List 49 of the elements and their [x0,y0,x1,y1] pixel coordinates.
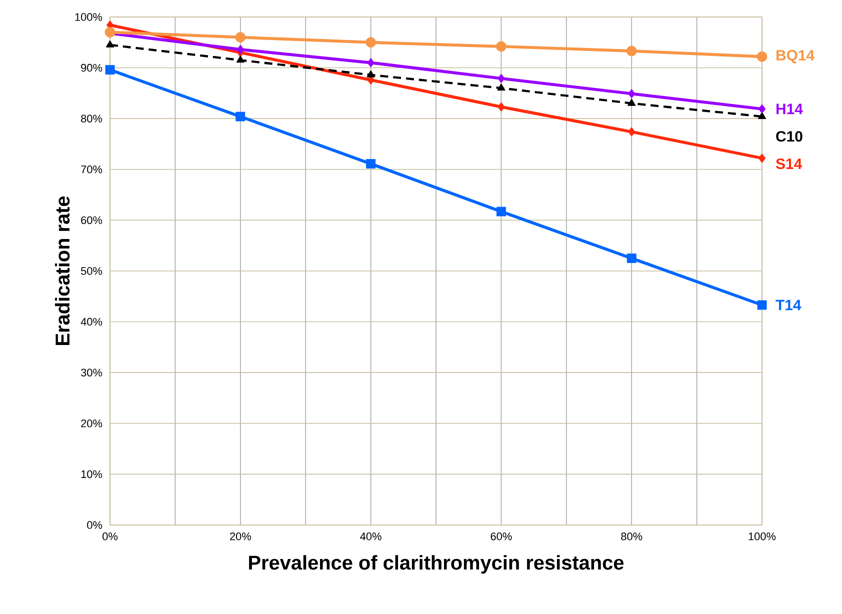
y-tick-label: 100% [75,13,102,21]
x-tick-label: 20% [230,532,251,540]
point [498,102,505,112]
y-tick-label: 50% [80,267,102,275]
point [758,112,766,120]
x-tick-label: 40% [360,532,382,540]
y-tick-label: 0% [87,521,102,529]
point [366,70,375,78]
point [758,104,766,114]
y-tick-label: 80% [81,114,102,122]
y-tick-label: 30% [80,368,102,376]
series-label: S14 [776,158,802,170]
point [497,83,506,91]
point [758,153,766,163]
y-tick-label: 40% [80,318,102,326]
x-tick-label: 100% [748,532,776,540]
y-tick-label: 10% [81,470,102,478]
y-tick-label: 70% [81,166,102,174]
point [626,254,636,264]
point [496,206,506,216]
point [628,88,636,98]
x-axis-title: Prevalence of clarithromycin resistance [249,555,624,574]
point [628,127,636,137]
y-tick-label: 90% [81,64,102,72]
point [366,159,376,169]
series-label: H14 [776,104,803,114]
point [366,37,376,48]
y-axis-title: Eradication rate [54,196,70,345]
point [235,32,246,43]
point [105,65,115,75]
y-tick-label: 60% [81,216,102,224]
x-tick-label: 0% [102,532,118,540]
point [498,74,505,84]
point [627,98,636,106]
x-tick-label: 80% [621,532,642,540]
point [236,112,246,122]
series-label: T14 [776,300,802,310]
series-label: BQ14 [776,50,814,64]
point [106,40,114,48]
y-tick-label: 20% [81,420,102,428]
point [236,55,245,63]
point [367,58,374,68]
point [236,44,244,54]
point [756,51,768,62]
x-tick-label: 60% [490,532,512,540]
series-label: C10 [776,131,802,142]
point [757,300,767,310]
point [496,41,506,52]
point [626,46,637,56]
